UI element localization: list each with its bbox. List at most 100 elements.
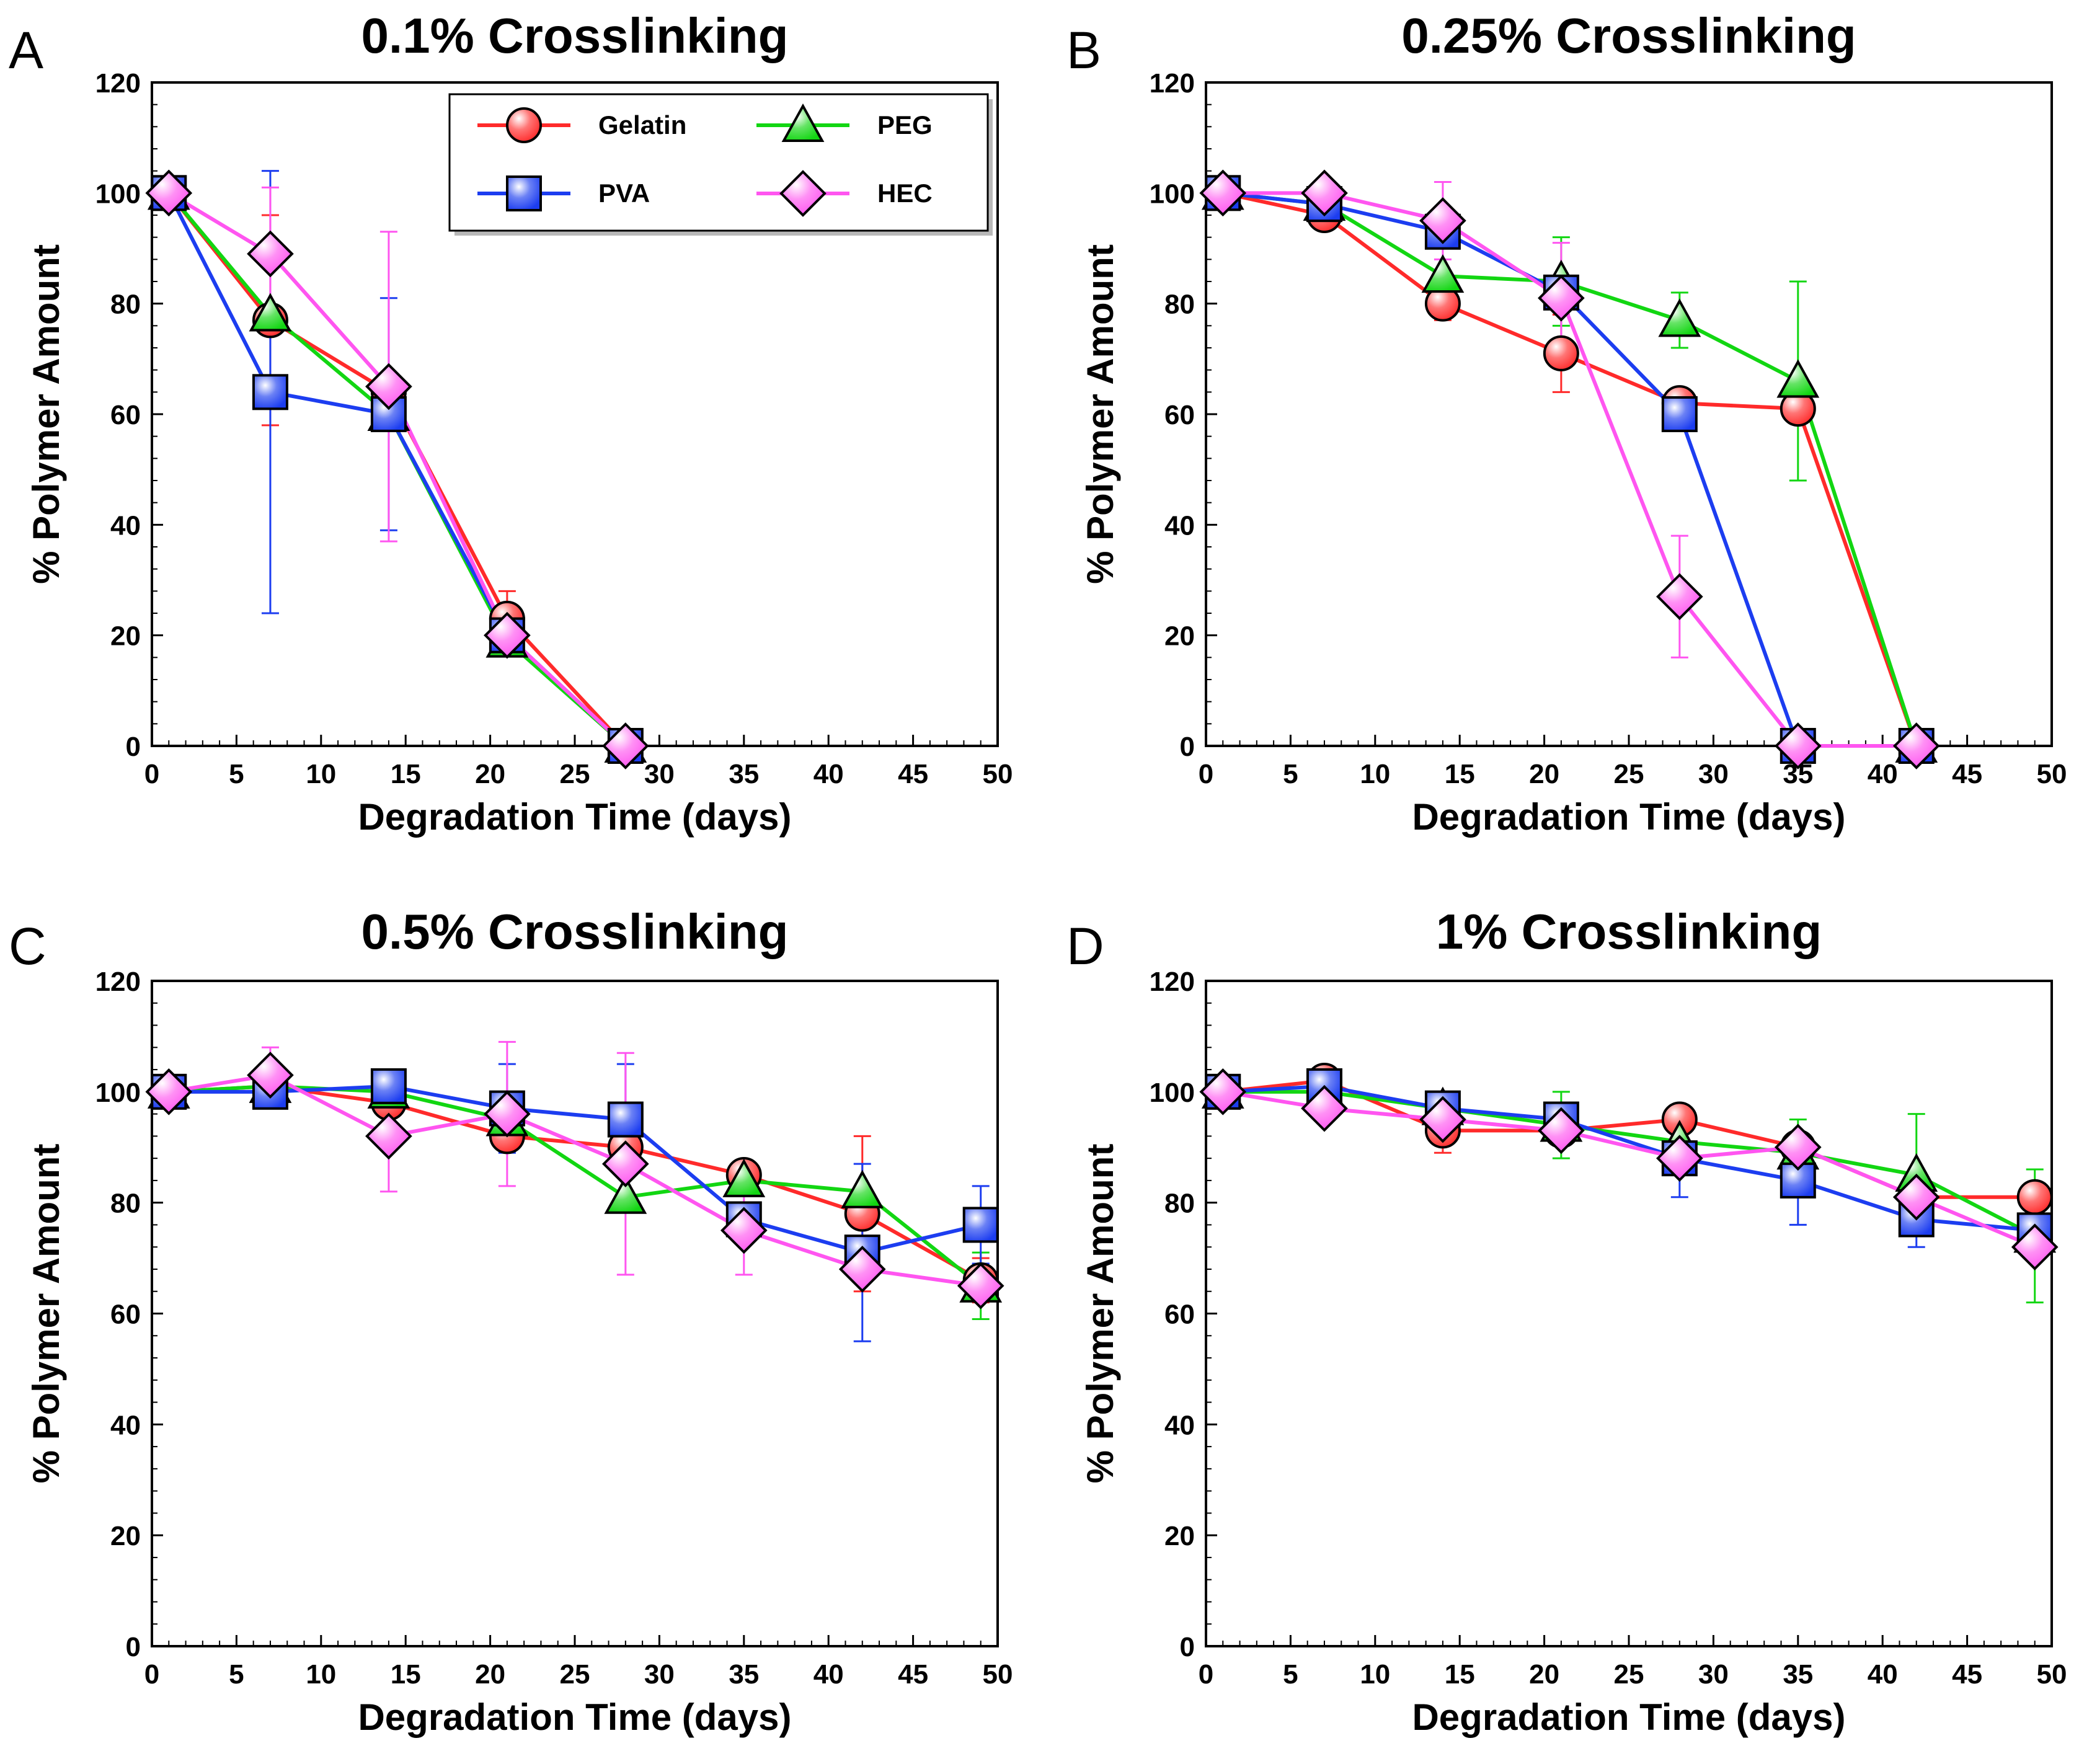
x-tick-label: 10 (1360, 759, 1390, 789)
legend: Gelatin PEG PVA HEC (448, 93, 993, 236)
legend-label: PVA (598, 179, 650, 208)
marker-hec-diamond (1199, 169, 1247, 217)
marker-peg-triangle (1776, 359, 1820, 398)
marker-peg-triangle (249, 293, 292, 332)
marker-hec-diamond (484, 1090, 531, 1138)
marker-hec-diamond (1419, 197, 1466, 244)
marker-gelatin-circle (1543, 335, 1579, 371)
marker-hec-diamond (1538, 274, 1585, 322)
x-tick-label: 35 (729, 1659, 759, 1690)
marker-peg-triangle (781, 103, 825, 142)
marker-hec-diamond (1656, 573, 1703, 621)
x-tick-label: 50 (983, 759, 1013, 789)
panel-c: C 0.5% Crosslinking 0 5 10 15 20 25 30 35 40 45 50 0 2… (9, 904, 1013, 1738)
y-tick-label: 100 (95, 1078, 141, 1108)
y-tick-label: 60 (1164, 400, 1195, 430)
x-tick-label: 40 (1868, 759, 1898, 789)
y-tick-label: 60 (110, 400, 141, 430)
x-tick-label: 25 (560, 1659, 590, 1690)
chart-title: 0.5% Crosslinking (361, 904, 788, 959)
x-tick-label: 15 (391, 759, 421, 789)
marker-gelatin-circle (506, 107, 542, 143)
y-tick-label: 120 (1150, 967, 1195, 997)
marker-peg-triangle (1658, 298, 1701, 337)
marker-hec-diamond (365, 363, 412, 410)
x-tick-label: 15 (391, 1659, 421, 1690)
marker-hec-diamond (838, 1246, 886, 1293)
y-tick-label: 80 (1164, 1189, 1195, 1219)
y-tick-label: 0 (126, 732, 141, 762)
markers-hec (1199, 1068, 2059, 1271)
panel-label: B (1066, 21, 1101, 79)
x-tick-label: 5 (229, 1659, 244, 1690)
marker-pva-square (506, 175, 542, 211)
marker-hec-diamond (720, 1207, 768, 1254)
x-tick-label: 20 (1529, 1659, 1559, 1690)
panel-d: D 1% Crosslinking 0 5 10 15 20 25 30 35 40 45 50 0 20 4… (1066, 904, 2067, 1738)
x-axis-label: Degradation Time (days) (1412, 1696, 1845, 1738)
x-tick-label: 10 (1360, 1659, 1390, 1690)
x-tick-label: 45 (898, 759, 928, 789)
x-tick-label: 50 (983, 1659, 1013, 1690)
x-tick-label: 20 (1529, 759, 1559, 789)
x-axis-label: Degradation Time (days) (358, 796, 791, 838)
x-tick-label: 25 (560, 759, 590, 789)
series-hec (167, 186, 627, 748)
panel-label: D (1066, 917, 1104, 975)
y-tick-label: 120 (95, 967, 141, 997)
legend-label: PEG (877, 110, 933, 140)
markers-hec (1199, 169, 1940, 769)
y-tick-label: 60 (1164, 1300, 1195, 1330)
series-peg (167, 192, 627, 748)
x-tick-label: 30 (644, 759, 675, 789)
x-tick-label: 30 (644, 1659, 675, 1690)
y-axis-label: % Polymer Amount (25, 244, 67, 584)
marker-pva-square (962, 1207, 999, 1243)
marker-hec-diamond (602, 722, 649, 769)
panel-a: A 0.1% Crosslinking 0 5 10 15 20 25 30 35 40 45 50 0 2… (9, 8, 1013, 838)
x-tick-label: 45 (1952, 759, 1982, 789)
marker-hec-diamond (957, 1262, 1004, 1310)
x-tick-label: 30 (1698, 759, 1729, 789)
marker-hec-diamond (1656, 1135, 1703, 1182)
series-line (1223, 1084, 2035, 1233)
marker-pva-square (370, 1068, 407, 1104)
marker-pva-square (252, 374, 288, 410)
y-axis-label: % Polymer Amount (1079, 1144, 1121, 1484)
markers-gelatin (1205, 175, 1935, 764)
marker-pva-square (1661, 396, 1698, 432)
y-tick-label: 60 (110, 1300, 141, 1330)
y-axis-label: % Polymer Amount (25, 1144, 67, 1484)
marker-hec-diamond (145, 169, 193, 217)
chart-title: 0.1% Crosslinking (361, 8, 788, 63)
y-tick-label: 0 (1180, 732, 1195, 762)
marker-hec-diamond (1301, 169, 1348, 217)
x-tick-label: 35 (1783, 1659, 1813, 1690)
marker-hec-diamond (1892, 722, 1940, 769)
panel-label: C (9, 917, 47, 975)
y-tick-label: 0 (126, 1632, 141, 1662)
marker-hec-diamond (1199, 1068, 1247, 1115)
marker-hec-diamond (247, 1052, 294, 1099)
x-tick-label: 15 (1445, 1659, 1475, 1690)
x-tick-label: 5 (229, 759, 244, 789)
x-tick-label: 20 (475, 1659, 505, 1690)
markers-hec (145, 169, 649, 769)
series-hec (1223, 181, 1917, 748)
marker-hec-diamond (779, 170, 827, 217)
marker-hec-diamond (484, 611, 531, 659)
marker-peg-triangle (722, 1158, 766, 1197)
marker-hec-diamond (2011, 1223, 2059, 1271)
chart-title: 0.25% Crosslinking (1401, 8, 1856, 63)
y-tick-label: 80 (110, 1189, 141, 1219)
marker-hec-diamond (1538, 1107, 1585, 1155)
y-tick-label: 40 (1164, 1410, 1195, 1440)
series-line (1223, 1089, 2036, 1238)
marker-hec-diamond (365, 1112, 412, 1160)
marker-hec-diamond (602, 1140, 649, 1187)
markers-pva (1205, 175, 1935, 764)
markers-pva (151, 1068, 999, 1271)
x-tick-label: 40 (813, 759, 844, 789)
